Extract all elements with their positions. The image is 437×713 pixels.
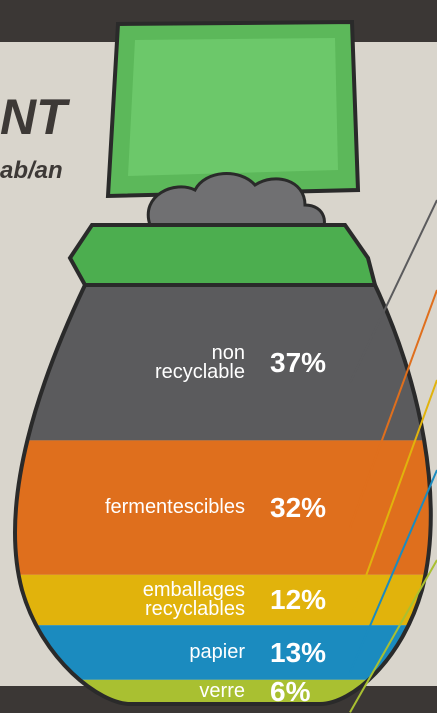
category-label: papier [189,643,245,662]
category-label: non recyclable [155,344,245,382]
value-label: 32% [270,492,326,524]
page: {"header": {"title": "NT", "subtitle": "… [0,0,437,713]
bin-rim [70,225,375,285]
value-label: 37% [270,347,326,379]
title: NT [0,88,67,146]
value-label: 12% [270,584,326,616]
category-label: emballages recyclables [143,581,245,619]
lid-panel [128,38,338,176]
category-label: fermentescibles [105,498,245,517]
value-label: 6% [270,676,310,708]
category-label: verre [199,682,245,701]
subtitle: ab/an [0,157,63,185]
value-label: 13% [270,637,326,669]
